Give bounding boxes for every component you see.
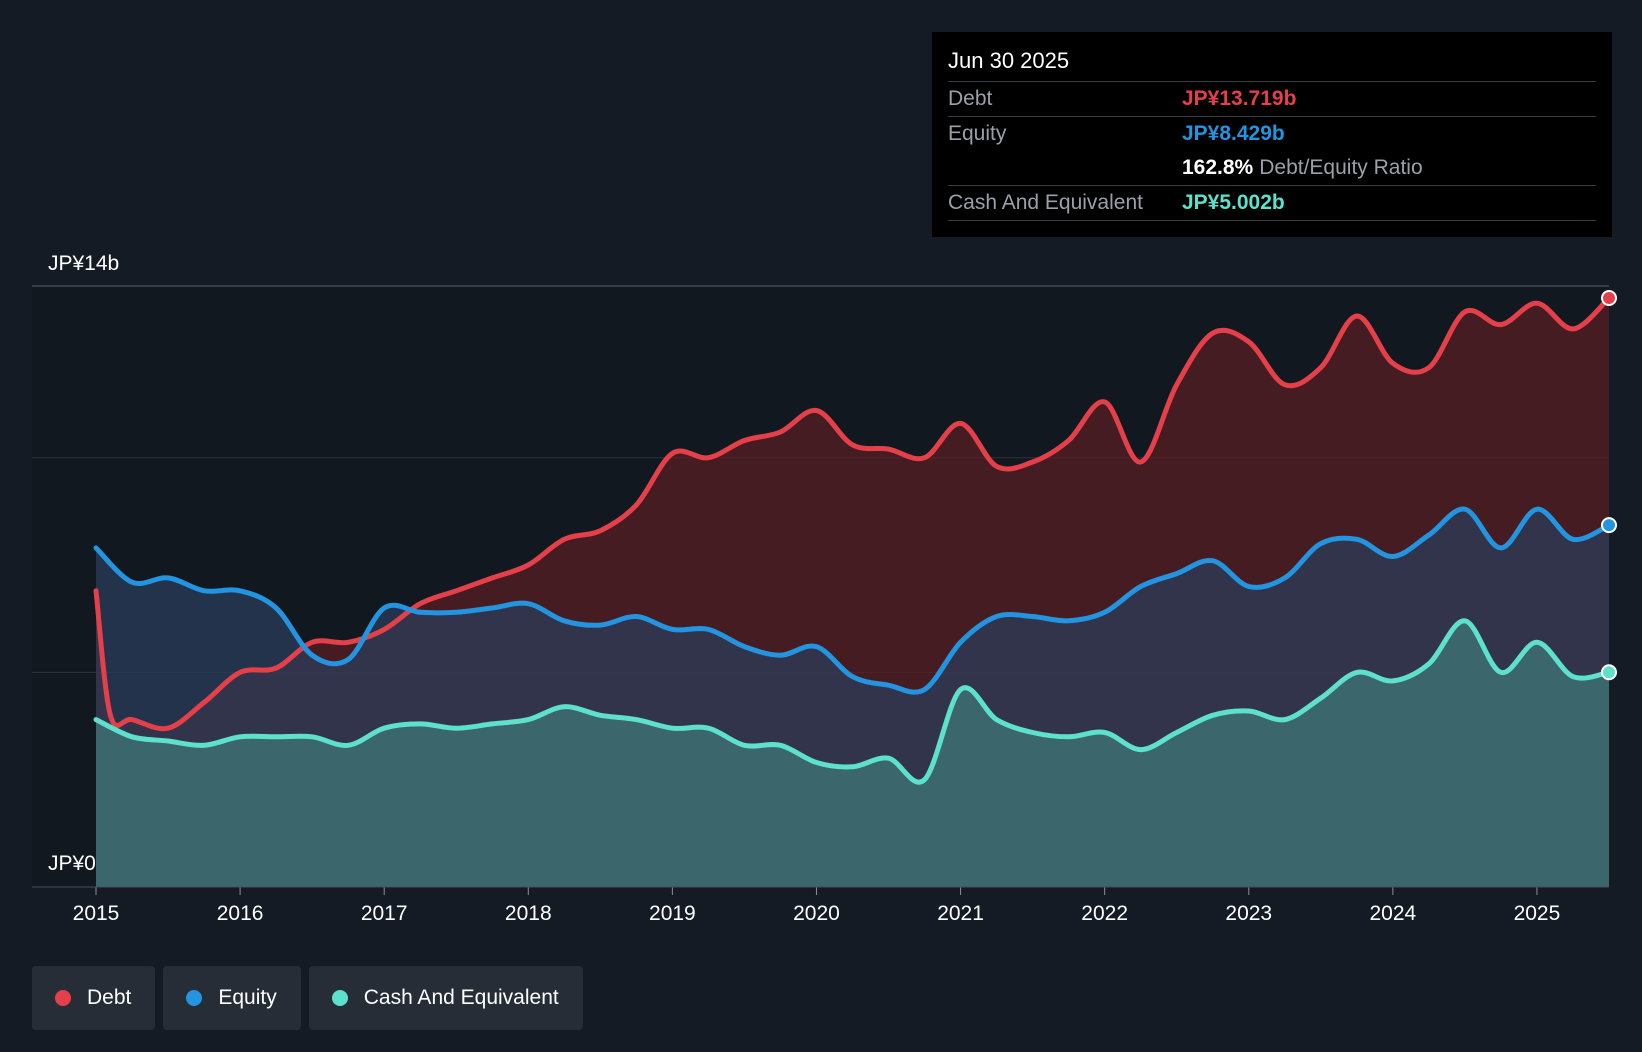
x-tick-label-2018: 2018 [505,902,552,925]
debt-end-marker [1601,290,1617,307]
legend: Debt Equity Cash And Equivalent [32,966,591,1030]
debt-line [93,295,1612,732]
tooltip-cash-label: Cash And Equivalent [948,191,1143,214]
tooltip-debt-label: Debt [948,87,993,110]
tooltip-equity-label: Equity [948,122,1007,145]
tooltip-ratio-row: 162.8% Debt/Equity Ratio [948,151,1596,186]
legend-item-debt[interactable]: Debt [32,966,156,1030]
equity-dot-icon [186,990,203,1006]
tooltip-cash-row: Cash And Equivalent JP¥5.002b [948,186,1596,221]
cash-and-equivalent-end-marker [1601,664,1617,681]
x-tick-label-2025: 2025 [1514,902,1561,925]
x-tick-label-2023: 2023 [1225,902,1272,925]
x-tick-label-2024: 2024 [1369,902,1416,925]
y-max-label: JP¥14b [48,252,119,275]
x-tick-label-2019: 2019 [649,902,696,925]
x-tick-label-2021: 2021 [937,902,984,925]
legend-item-cash[interactable]: Cash And Equivalent [308,966,583,1030]
tooltip-ratio-label: Debt/Equity Ratio [1259,156,1423,179]
x-tick-label-2017: 2017 [361,902,408,925]
debt-dot-icon [55,990,71,1006]
cash-and-equivalent-area [96,620,1609,887]
legend-label-debt: Debt [87,986,132,1009]
legend-label-equity: Equity [218,986,277,1009]
endpoint-markers [1601,290,1617,681]
cash-dot-icon [331,990,348,1006]
series-areas [96,298,1609,887]
x-tick-label-2015: 2015 [73,902,120,925]
cash-and-equivalent-line [93,618,1612,785]
x-tick-label-2020: 2020 [793,902,840,925]
tooltip: Jun 30 2025 Debt JP¥13.719b Equity JP¥8.… [932,32,1612,237]
tooltip-ratio-value: 162.8% [1182,156,1254,179]
tooltip-cash-value: JP¥5.002b [1182,191,1285,214]
legend-label-cash: Cash And Equivalent [363,986,559,1009]
equity-line [93,506,1612,695]
equity-end-marker [1601,517,1617,534]
x-tick-label-2016: 2016 [217,902,264,925]
x-axis: 2015 2016 2017 2018 2019 2020 2021 2022 2023 2024… [73,887,1561,925]
tooltip-debt-value: JP¥13.719b [1182,87,1297,110]
tooltip-equity-row: Equity JP¥8.429b [948,117,1596,151]
legend-item-equity[interactable]: Equity [163,966,301,1030]
tooltip-date: Jun 30 2025 [948,46,1596,82]
tooltip-debt-row: Debt JP¥13.719b [948,82,1596,117]
tooltip-equity-value: JP¥8.429b [1182,122,1285,145]
series-lines [93,295,1612,785]
y-min-label: JP¥0 [48,852,96,875]
x-tick-label-2022: 2022 [1081,902,1128,925]
